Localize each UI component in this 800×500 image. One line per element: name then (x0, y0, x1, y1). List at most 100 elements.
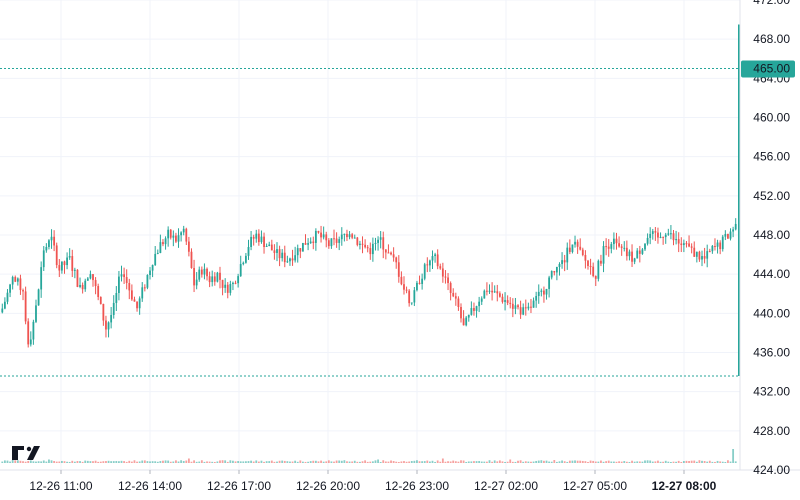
tradingview-logo[interactable] (12, 446, 40, 460)
candle-body (633, 258, 636, 262)
volume-bar (486, 461, 488, 463)
volume-bar (568, 460, 571, 463)
volume-bar (86, 460, 89, 463)
candle-body (273, 250, 276, 253)
candle-body (612, 238, 615, 245)
candle-body (167, 229, 170, 239)
candle-body (395, 257, 398, 263)
volume-bar (206, 461, 208, 463)
time-axis[interactable]: 12-26 11:00 12-26 14:00 12-26 17:00 12-26 2… (29, 470, 717, 493)
price-tick-label: 440.00 (753, 306, 790, 320)
volume-bar (234, 461, 237, 463)
volume-bar (42, 460, 45, 463)
candle-body (545, 288, 548, 295)
candle-body (721, 236, 724, 250)
candle-body (732, 229, 735, 232)
price-axis[interactable]: 424.00 428.00 432.00 436.00 440.00 444.00 448.… (753, 0, 790, 477)
volume-bar (408, 461, 411, 463)
candle-body (418, 282, 421, 284)
candle-body (216, 272, 219, 282)
candle-body (522, 307, 525, 315)
volume-bar (597, 461, 600, 463)
volume-bar (685, 460, 688, 463)
candle-body (680, 243, 683, 246)
candle-body (563, 260, 566, 263)
volume-bar (185, 460, 188, 463)
candle-body (651, 231, 654, 234)
volume-bar (40, 461, 43, 463)
volume-bar (703, 461, 706, 463)
candle-body (314, 230, 317, 243)
volume-bar (346, 461, 348, 463)
candle-body (330, 238, 333, 247)
volume-bar (511, 461, 514, 463)
price-tick-label: 424.00 (753, 463, 790, 477)
volume-bar (540, 460, 543, 463)
volume-bar (491, 461, 494, 463)
candle-body (156, 252, 159, 254)
volume-bar (688, 461, 690, 463)
price-label: 465.00 (741, 60, 795, 78)
volume-bar (32, 461, 35, 463)
candle-body (460, 306, 462, 319)
candle-body (493, 291, 496, 293)
volume-bar (548, 461, 551, 463)
candle-body (97, 286, 100, 298)
volume-bar (130, 461, 133, 463)
candle-body (86, 278, 89, 281)
candle-body (255, 233, 258, 239)
candle-body (602, 246, 605, 264)
candle-body (688, 243, 690, 247)
time-tick-label: 12-27 02:00 (474, 479, 538, 493)
volume-bar (543, 460, 545, 463)
candle-body (94, 280, 97, 287)
candle-body (27, 321, 30, 345)
volume-bar (517, 460, 519, 463)
candle-body (286, 261, 289, 263)
volume-bar (107, 460, 110, 463)
candle-body (133, 299, 136, 302)
volume-bar (325, 461, 328, 463)
volume-bar (589, 460, 592, 463)
volume-bar (493, 460, 496, 463)
candle-body (55, 245, 58, 266)
candle-body (584, 254, 587, 261)
volume-bar (602, 461, 605, 463)
candle-body (361, 243, 364, 245)
volume-bar (260, 460, 263, 463)
candle-body (701, 256, 703, 260)
volume-bar (724, 461, 727, 463)
volume-bar (84, 460, 87, 463)
candle-body (307, 243, 310, 245)
candle-body (187, 241, 190, 252)
volume-bar (483, 461, 486, 463)
candle-body (195, 279, 198, 286)
candle-body (644, 243, 646, 250)
candle-body (40, 267, 43, 290)
volume-bar (644, 460, 646, 463)
candle-body (631, 251, 633, 262)
volume-bar (636, 461, 639, 463)
candle-body (125, 277, 128, 283)
volume-bar (156, 461, 159, 463)
volume-bar (299, 460, 302, 463)
volume-bar (638, 461, 641, 463)
volume-bar (571, 460, 574, 463)
candle-body (302, 242, 304, 252)
candle-body (400, 276, 403, 285)
volume-bar (506, 461, 509, 463)
volume-bar (60, 460, 63, 463)
candle-body (268, 244, 271, 246)
candle-body (449, 283, 452, 293)
candle-body (462, 318, 465, 326)
volume-bar (410, 461, 413, 463)
volume-bar (317, 461, 320, 463)
volume-bar (714, 461, 716, 463)
candle-body (294, 255, 297, 261)
candle-body (296, 248, 299, 256)
candle-body (410, 302, 413, 304)
candle-body (641, 249, 644, 254)
volume-bar (631, 460, 633, 463)
candle-body (281, 252, 284, 259)
volume-bar (125, 461, 128, 463)
